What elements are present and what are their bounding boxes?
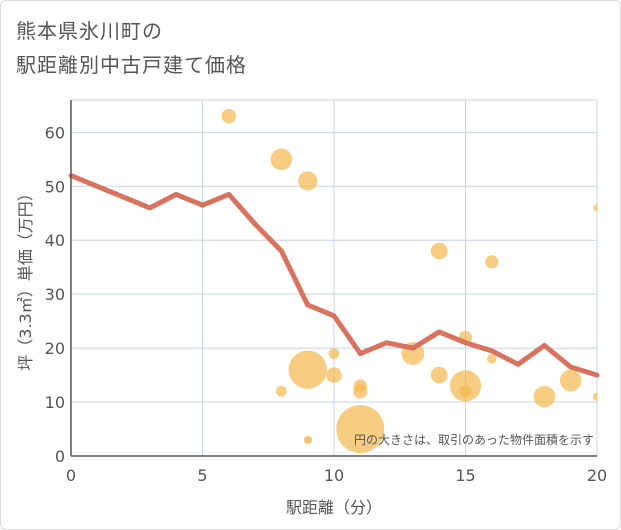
x-tick-label: 15 xyxy=(455,466,475,485)
legend: 円の大きさは、取引のあった物件面積を示す xyxy=(304,432,594,447)
title-line-2: 駅距離別中古戸建て価格 xyxy=(16,53,247,77)
axes xyxy=(70,100,597,457)
x-tick-label: 5 xyxy=(197,466,207,485)
scatter-point xyxy=(592,392,597,401)
y-tick-label: 30 xyxy=(45,285,65,304)
grid-lines xyxy=(70,99,598,457)
tick-labels: 0 5 10 15 20 0 10 20 30 40 50 60 xyxy=(45,123,608,485)
scatter-point xyxy=(485,255,499,269)
legend-bubble-icon xyxy=(304,436,312,444)
title-line-1: 熊本県氷川町の xyxy=(16,19,163,43)
scatter-point xyxy=(288,350,327,389)
scatter-point xyxy=(328,348,340,359)
trend-line-group xyxy=(68,173,600,378)
x-tick-label: 10 xyxy=(324,466,344,485)
scatter-point xyxy=(221,108,236,124)
scatter-point xyxy=(593,204,597,212)
scatter-point xyxy=(487,354,497,364)
scatter-point xyxy=(459,385,472,398)
y-tick-label: 50 xyxy=(45,177,65,196)
y-tick-label: 60 xyxy=(45,123,65,142)
chart-title: 熊本県氷川町の 駅距離別中古戸建て価格 xyxy=(16,14,247,82)
y-tick-label: 20 xyxy=(45,339,65,358)
scatter-point xyxy=(559,369,582,392)
scatter-point xyxy=(276,385,287,397)
scatter-bubbles xyxy=(221,108,597,454)
scatter-point xyxy=(353,384,368,399)
scatter-point xyxy=(298,171,318,191)
y-tick-label: 0 xyxy=(55,447,65,466)
y-tick-label: 40 xyxy=(45,231,65,250)
scatter-point xyxy=(430,366,448,384)
x-tick-label: 0 xyxy=(66,466,76,485)
scatter-point xyxy=(336,405,385,454)
scatter-point xyxy=(533,385,556,408)
scatter-point xyxy=(326,367,342,383)
y-axis-label: 坪（3.3㎡）単価（万円） xyxy=(16,185,35,370)
x-tick-label: 20 xyxy=(587,466,607,485)
scatter-point xyxy=(270,148,293,171)
y-tick-label: 10 xyxy=(45,393,65,412)
scatter-point xyxy=(430,242,448,260)
legend-text: 円の大きさは、取引のあった物件面積を示す xyxy=(354,432,594,447)
x-axis-label: 駅距離（分） xyxy=(286,498,382,517)
trend-line xyxy=(68,173,600,378)
